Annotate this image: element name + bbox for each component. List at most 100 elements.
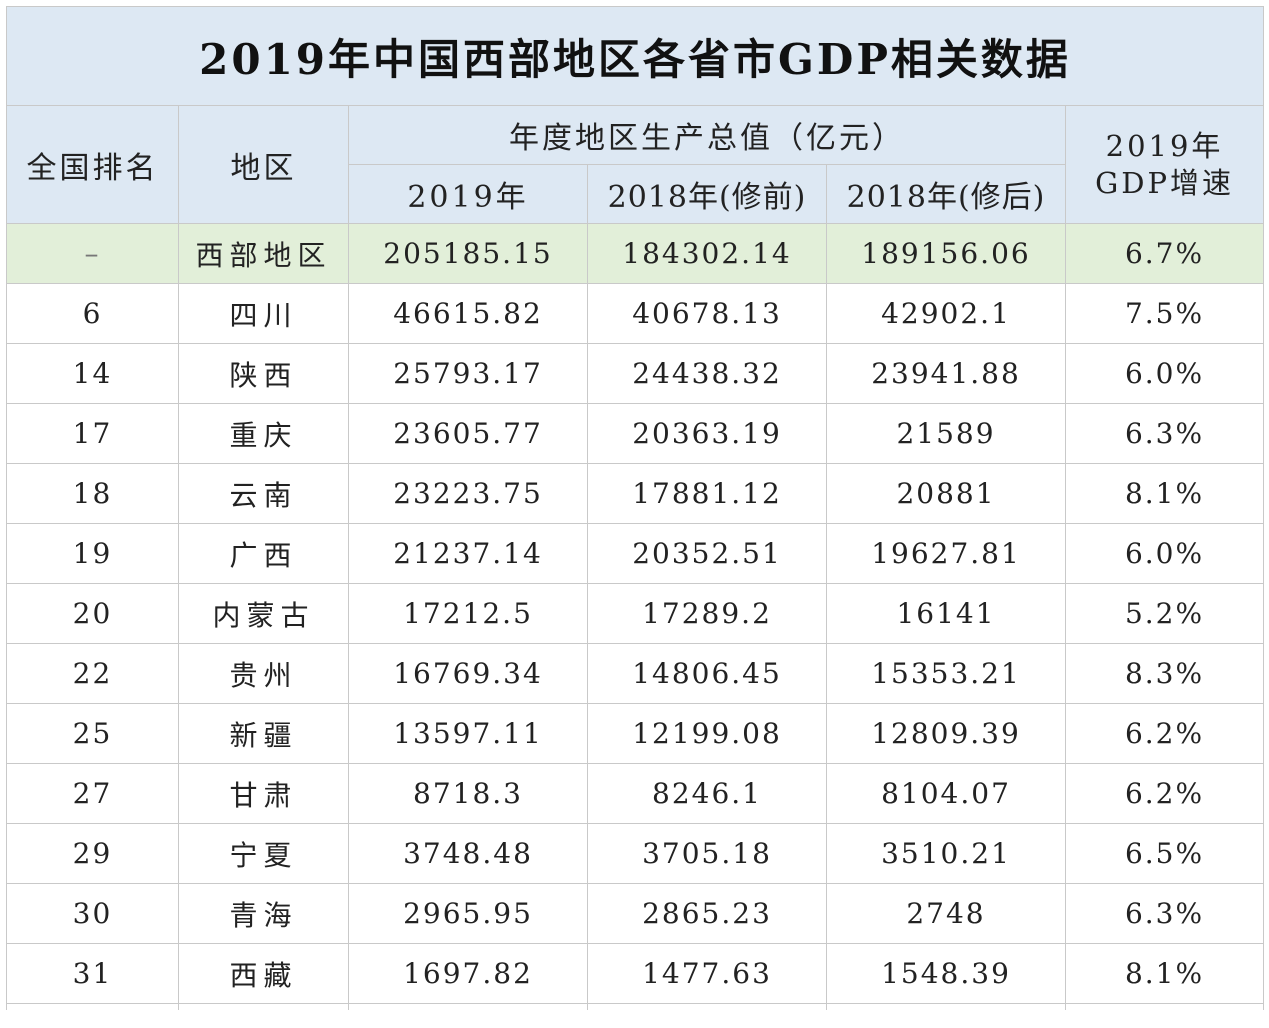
cell-rank: 25 (6, 703, 179, 764)
cell-region: 广西 (178, 523, 349, 584)
cell-2019: 16769.34 (348, 643, 588, 704)
table-row: 29 宁夏 3748.48 3705.18 3510.21 6.5% (6, 823, 1265, 884)
summary-row: – 西部地区 205185.15 184302.14 189156.06 6.7… (6, 223, 1265, 284)
cell-2019: 3748.48 (348, 823, 588, 884)
table-bottom-edge (6, 1003, 1265, 1010)
table-row: 30 青海 2965.95 2865.23 2748 6.3% (6, 883, 1265, 944)
table-row: 22 贵州 16769.34 14806.45 15353.21 8.3% (6, 643, 1265, 704)
cell-growth: 6.3% (1064, 883, 1265, 944)
cell-2018-before: 24438.32 (587, 343, 827, 404)
header-2019: 2019年 (348, 164, 588, 224)
cell-growth: 6.3% (1064, 403, 1265, 464)
table-bottom-edge-cell (178, 1003, 349, 1010)
cell-2018-before: 17289.2 (587, 583, 827, 644)
cell-region: 新疆 (178, 703, 349, 764)
cell-rank: 29 (6, 823, 179, 884)
cell-growth: 8.1% (1064, 463, 1265, 524)
cell-2018-after: 20881 (826, 463, 1066, 524)
cell-rank: 31 (6, 943, 179, 1004)
cell-2019: 25793.17 (348, 343, 588, 404)
table-row: 19 广西 21237.14 20352.51 19627.81 6.0% (6, 523, 1265, 584)
cell-2018-after: 19627.81 (826, 523, 1066, 584)
cell-2018-after: 3510.21 (826, 823, 1066, 884)
header-region: 地区 (178, 105, 349, 224)
cell-region: 宁夏 (178, 823, 349, 884)
cell-2018-before: 2865.23 (587, 883, 827, 944)
cell-region: 贵州 (178, 643, 349, 704)
cell-2019: 23223.75 (348, 463, 588, 524)
cell-region: 内蒙古 (178, 583, 349, 644)
summary-rank: – (6, 223, 179, 284)
cell-growth: 6.0% (1064, 343, 1265, 404)
cell-2018-before: 20352.51 (587, 523, 827, 584)
summary-growth: 6.7% (1064, 223, 1265, 284)
table-bottom-edge-cell (826, 1003, 1066, 1010)
cell-2018-after: 1548.39 (826, 943, 1066, 1004)
cell-2018-before: 12199.08 (587, 703, 827, 764)
cell-region: 青海 (178, 883, 349, 944)
table-title: 2019年中国西部地区各省市GDP相关数据 (5, 6, 1265, 106)
cell-growth: 6.2% (1064, 763, 1265, 824)
cell-rank: 22 (6, 643, 179, 704)
cell-2018-after: 42902.1 (826, 283, 1066, 344)
table-row: 6 四川 46615.82 40678.13 42902.1 7.5% (6, 283, 1265, 344)
cell-rank: 27 (6, 763, 179, 824)
cell-2018-before: 8246.1 (587, 763, 827, 824)
cell-2018-after: 15353.21 (826, 643, 1066, 704)
table-row: 18 云南 23223.75 17881.12 20881 8.1% (6, 463, 1265, 524)
cell-growth: 8.3% (1064, 643, 1265, 704)
cell-region: 甘肃 (178, 763, 349, 824)
cell-region: 陕西 (178, 343, 349, 404)
table-row: 27 甘肃 8718.3 8246.1 8104.07 6.2% (6, 763, 1265, 824)
cell-2018-after: 21589 (826, 403, 1066, 464)
cell-2018-after: 12809.39 (826, 703, 1066, 764)
cell-growth: 7.5% (1064, 283, 1265, 344)
header-2018-after: 2018年(修后) (826, 164, 1066, 224)
header-2018-before: 2018年(修前) (587, 164, 827, 224)
header-rank: 全国排名 (6, 105, 179, 224)
table-row: 17 重庆 23605.77 20363.19 21589 6.3% (6, 403, 1265, 464)
table-bottom-edge-cell (587, 1003, 827, 1010)
table-bottom-edge-cell (6, 1003, 179, 1010)
header-gdp-group: 年度地区生产总值（亿元） (348, 105, 1066, 165)
summary-2019: 205185.15 (348, 223, 588, 284)
cell-2019: 17212.5 (348, 583, 588, 644)
table-row: 20 内蒙古 17212.5 17289.2 16141 5.2% (6, 583, 1265, 644)
cell-2018-before: 1477.63 (587, 943, 827, 1004)
cell-2019: 2965.95 (348, 883, 588, 944)
table-row: 14 陕西 25793.17 24438.32 23941.88 6.0% (6, 343, 1265, 404)
cell-growth: 6.2% (1064, 703, 1265, 764)
summary-2018-after: 189156.06 (826, 223, 1066, 284)
cell-2018-after: 16141 (826, 583, 1066, 644)
cell-2018-before: 14806.45 (587, 643, 827, 704)
cell-2018-before: 17881.12 (587, 463, 827, 524)
cell-rank: 17 (6, 403, 179, 464)
table-row: 31 西藏 1697.82 1477.63 1548.39 8.1% (6, 943, 1265, 1004)
table-bottom-edge-cell (348, 1003, 588, 1010)
cell-2019: 21237.14 (348, 523, 588, 584)
cell-2019: 8718.3 (348, 763, 588, 824)
cell-2018-before: 20363.19 (587, 403, 827, 464)
cell-2018-after: 8104.07 (826, 763, 1066, 824)
table-row: 25 新疆 13597.11 12199.08 12809.39 6.2% (6, 703, 1265, 764)
cell-growth: 6.5% (1064, 823, 1265, 884)
cell-2019: 23605.77 (348, 403, 588, 464)
cell-2018-after: 23941.88 (826, 343, 1066, 404)
header-growth: 2019年 GDP增速 (1064, 105, 1265, 224)
cell-2018-before: 40678.13 (587, 283, 827, 344)
cell-growth: 5.2% (1064, 583, 1265, 644)
cell-region: 四川 (178, 283, 349, 344)
cell-rank: 30 (6, 883, 179, 944)
table-bottom-edge-cell (1064, 1003, 1265, 1010)
cell-rank: 6 (6, 283, 179, 344)
cell-2019: 46615.82 (348, 283, 588, 344)
cell-rank: 18 (6, 463, 179, 524)
cell-2019: 1697.82 (348, 943, 588, 1004)
cell-2019: 13597.11 (348, 703, 588, 764)
summary-region: 西部地区 (178, 223, 349, 284)
cell-2018-before: 3705.18 (587, 823, 827, 884)
cell-rank: 14 (6, 343, 179, 404)
cell-rank: 19 (6, 523, 179, 584)
gdp-table: 2019年中国西部地区各省市GDP相关数据 全国排名 地区 年度地区生产总值（亿… (5, 6, 1265, 1010)
summary-2018-before: 184302.14 (587, 223, 827, 284)
